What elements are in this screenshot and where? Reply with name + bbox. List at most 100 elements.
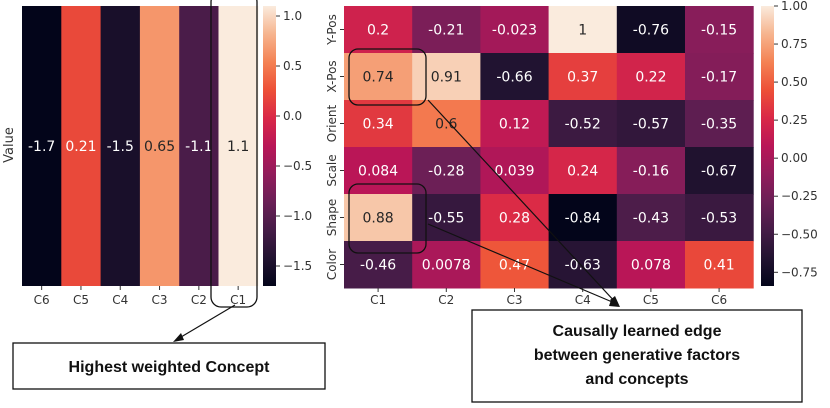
left-colorbar-tick-label: −0.5	[283, 159, 312, 173]
right-cell-scale-c1	[344, 147, 413, 195]
right-cell-orient-c2	[412, 100, 481, 148]
left-x-tick-label: C6	[34, 293, 50, 307]
right-value-label: 0.88	[363, 211, 394, 227]
left-x-tick-label: C4	[112, 293, 128, 307]
right-cell-scale-c5	[616, 147, 686, 195]
right-value-label: 0.2	[367, 23, 389, 39]
right-value-label: 0.078	[631, 258, 671, 274]
right-colorbar-tick-label: 1.00	[781, 0, 808, 13]
right-value-label: 0.22	[635, 70, 666, 86]
right-value-label: -0.023	[492, 23, 537, 39]
right-cell-y-pos-c4	[548, 6, 618, 54]
right-cell-orient-c5	[616, 100, 686, 148]
left-cell-c5	[61, 6, 102, 286]
left-value-label: -1.7	[28, 139, 55, 155]
right-x-tick-label: C2	[438, 293, 454, 307]
right-cell-color-c6	[685, 241, 754, 289]
right-y-tick-label: Scale	[325, 154, 339, 186]
right-cell-x-pos-c6	[685, 53, 754, 101]
highlighted-cell-shape-c1	[348, 183, 427, 254]
right-callout-line-1: Causally learned edge	[553, 323, 722, 340]
left-colorbar-tick-label: −1.5	[283, 259, 312, 273]
arrows	[173, 99, 620, 342]
left-value-label: 0.65	[144, 139, 175, 155]
right-colorbar-tick-label: 0.00	[781, 151, 808, 165]
right-x-tick-label: C5	[643, 293, 659, 307]
right-cell-shape-c1	[344, 194, 413, 242]
left-cell-c6	[22, 6, 62, 286]
left-cell-c2	[179, 6, 219, 286]
right-cell-color-c5	[616, 241, 686, 289]
right-cell-shape-c4	[548, 194, 618, 242]
left-x-tick-label: C2	[191, 293, 207, 307]
concept-weight-heatmap: -1.7 0.21 -1.5 0.65 -1.1 1.1 C6 C5 C4 C3 C2 C1 Val…	[2, 0, 312, 308]
right-y-tick-label: Orient	[325, 105, 339, 143]
right-value-label: 1	[578, 23, 587, 39]
right-value-label: -0.35	[701, 117, 737, 133]
right-cell-y-pos-c5	[616, 6, 686, 54]
left-callout-text: Highest weighted Concept	[69, 359, 271, 376]
right-callout-line-2: between generative factors	[534, 347, 740, 364]
right-value-label: 0.12	[499, 117, 530, 133]
left-colorbar	[263, 6, 276, 286]
right-cell-scale-c4	[548, 147, 618, 195]
right-colorbar-tick-label: 0.50	[781, 75, 808, 89]
right-cell-shape-c6	[685, 194, 754, 242]
right-colorbar	[761, 6, 774, 286]
left-x-tick-label: C5	[73, 293, 89, 307]
right-cell-orient-c3	[480, 100, 550, 148]
right-value-label: -0.15	[701, 23, 737, 39]
right-cell-scale-c6	[685, 147, 754, 195]
right-cell-x-pos-c2	[412, 53, 481, 101]
right-value-label: -0.17	[701, 70, 737, 86]
right-value-label: -0.63	[565, 258, 601, 274]
left-value-label: -1.1	[185, 139, 212, 155]
right-value-label: -0.84	[565, 211, 601, 227]
right-cell-orient-c6	[685, 100, 754, 148]
right-cell-y-pos-c1	[344, 6, 413, 54]
right-value-label: 0.37	[567, 70, 598, 86]
left-value-label: 0.21	[65, 139, 96, 155]
right-value-label: 0.084	[358, 164, 398, 180]
right-x-tick-label: C3	[506, 293, 522, 307]
highlighted-column-c1	[210, 0, 258, 308]
left-value-label: 1.1	[227, 139, 249, 155]
right-value-label: 0.039	[494, 164, 534, 180]
right-cell-x-pos-c1	[344, 53, 413, 101]
right-value-label: 0.41	[704, 258, 735, 274]
right-cell-y-pos-c2	[412, 6, 481, 54]
right-value-label: 0.47	[499, 258, 530, 274]
left-colorbar-tick-label: 0.5	[283, 59, 302, 73]
left-cell-c1	[218, 6, 259, 286]
right-cell-orient-c1	[344, 100, 413, 148]
right-value-label: 0.91	[431, 70, 462, 86]
left-x-tick-label: C1	[230, 293, 246, 307]
right-value-label: -0.76	[633, 23, 669, 39]
right-colorbar-tick-label: 0.75	[781, 37, 808, 51]
right-value-label: -0.53	[701, 211, 737, 227]
right-colorbar-tick-label: 0.25	[781, 113, 808, 127]
right-cell-color-c4	[548, 241, 618, 289]
right-value-label: 0.6	[435, 117, 457, 133]
right-cell-y-pos-c6	[685, 6, 754, 54]
left-x-tick-label: C3	[152, 293, 168, 307]
right-x-tick-label: C6	[711, 293, 727, 307]
right-value-label: 0.34	[363, 117, 394, 133]
right-y-tick-label: X-Pos	[325, 60, 339, 92]
right-value-label: -0.21	[428, 23, 464, 39]
right-cell-color-c2	[412, 241, 481, 289]
right-y-tick-label: Color	[325, 249, 339, 280]
right-value-label: -0.16	[633, 164, 669, 180]
right-cell-x-pos-c3	[480, 53, 550, 101]
right-colorbar-tick-label: −0.25	[781, 189, 818, 203]
right-x-tick-label: C1	[370, 293, 386, 307]
right-cell-scale-c3	[480, 147, 550, 195]
factor-concept-heatmap: 0.2 -0.21 -0.023 1 -0.76 -0.15 0.74 0.91 -0.66 0.…	[325, 0, 818, 307]
right-colorbar-tick-label: −0.50	[781, 227, 818, 241]
right-value-label: -0.55	[428, 211, 464, 227]
right-cell-color-c3	[480, 241, 550, 289]
right-cell-orient-c4	[548, 100, 618, 148]
right-value-label: 0.74	[363, 70, 394, 86]
right-value-label: -0.52	[565, 117, 601, 133]
right-value-label: 0.24	[567, 164, 598, 180]
